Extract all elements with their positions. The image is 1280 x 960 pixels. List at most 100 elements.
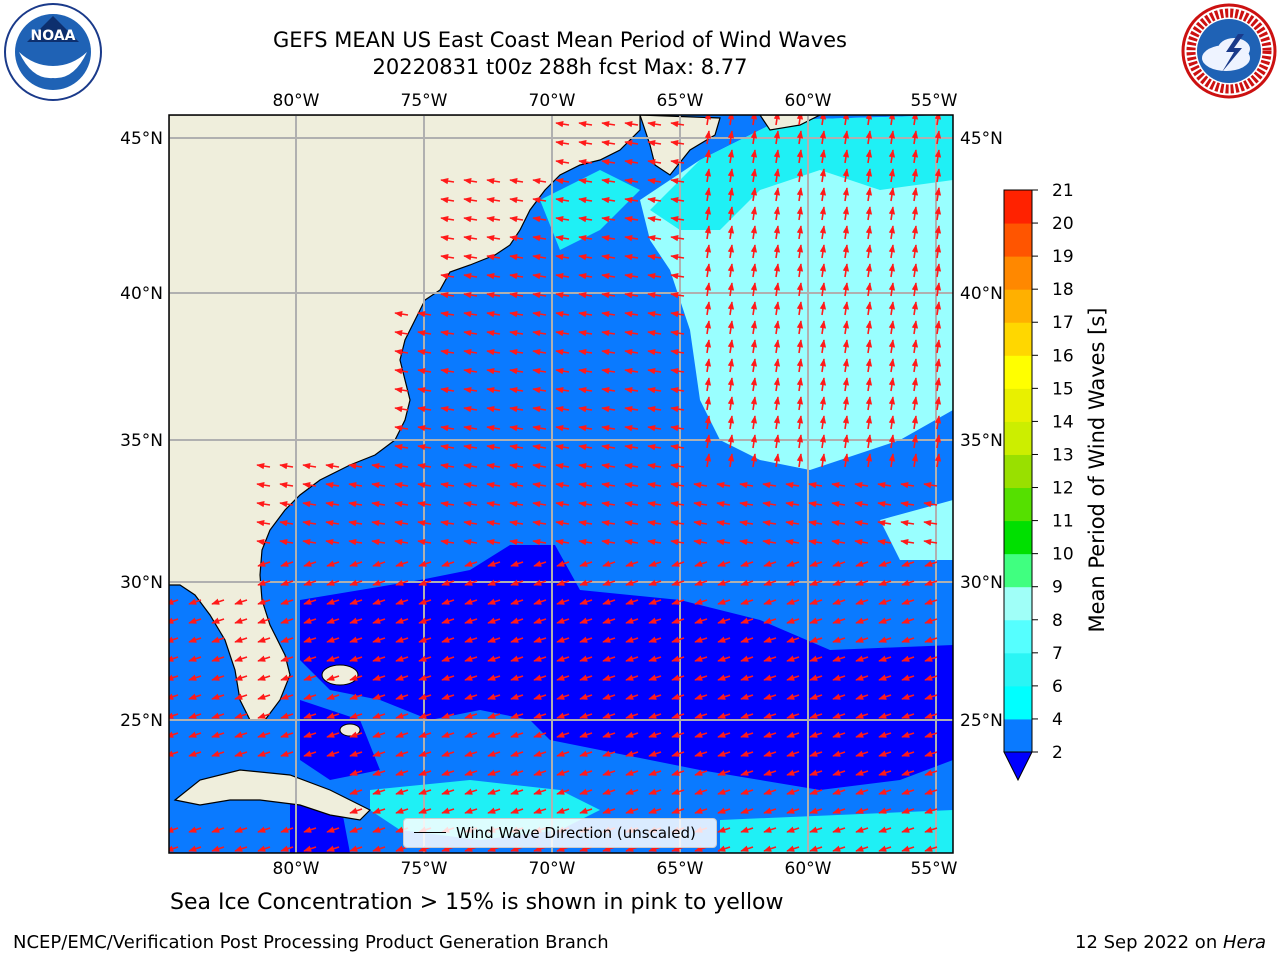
wind-wave-arrow [280, 712, 294, 719]
wind-wave-arrow [440, 424, 455, 432]
wind-wave-arrow [464, 750, 478, 757]
wind-wave-arrow [395, 693, 409, 700]
wind-wave-arrow [647, 329, 662, 337]
wind-wave-arrow [348, 481, 363, 489]
wind-wave-arrow [463, 329, 478, 337]
wind-wave-arrow [372, 845, 386, 852]
wind-wave-arrow [234, 655, 248, 662]
wind-wave-arrow [578, 139, 593, 147]
wind-wave-arrow [763, 712, 777, 719]
wind-wave-arrow [349, 560, 363, 567]
wind-wave-arrow [579, 636, 593, 643]
lon-label-bottom: 75°W [401, 859, 448, 879]
wind-wave-arrow [372, 693, 386, 700]
wind-wave-arrow [694, 731, 708, 738]
wind-wave-arrow [717, 560, 731, 567]
wind-wave-arrow [855, 845, 869, 852]
colorbar-bin [1004, 685, 1032, 720]
wind-wave-arrow [648, 579, 662, 586]
wind-wave-arrow [532, 348, 547, 356]
wind-wave-arrow [486, 519, 501, 527]
wind-wave-arrow [704, 415, 712, 430]
wind-wave-arrow [395, 674, 409, 681]
wind-wave-arrow [487, 617, 501, 624]
wind-wave-arrow [740, 807, 754, 814]
wind-wave-arrow [280, 598, 294, 605]
wind-wave-arrow [831, 538, 846, 546]
wind-wave-arrow [303, 674, 317, 681]
wind-wave-arrow [647, 196, 662, 204]
wind-wave-arrow [280, 560, 294, 567]
wind-wave-arrow [647, 500, 662, 508]
wind-wave-arrow [773, 168, 781, 183]
wind-wave-arrow [842, 282, 850, 297]
wind-wave-arrow [934, 396, 942, 411]
wind-wave-arrow [234, 598, 248, 605]
wind-wave-arrow [169, 712, 179, 719]
wind-wave-arrow [625, 598, 639, 605]
wind-wave-arrow [750, 396, 758, 411]
wind-wave-arrow [878, 617, 892, 624]
wind-wave-arrow [440, 500, 455, 508]
wind-wave-arrow [901, 769, 915, 776]
wind-wave-arrow [555, 291, 570, 299]
wind-wave-arrow [763, 845, 777, 852]
wind-wave-arrow [924, 769, 938, 776]
colorbar-bin [1004, 454, 1032, 489]
wind-wave-arrow [785, 481, 800, 489]
wind-wave-arrow [819, 301, 827, 316]
wind-wave-arrow [819, 187, 827, 202]
wind-wave-arrow [371, 538, 386, 546]
wind-wave-arrow [647, 405, 662, 413]
wind-wave-arrow [694, 636, 708, 643]
wind-wave-arrow [865, 339, 873, 354]
wind-wave-arrow [510, 598, 524, 605]
wind-wave-arrow [326, 731, 340, 738]
wind-wave-arrow [509, 329, 524, 337]
wind-wave-arrow [601, 272, 616, 280]
wind-wave-arrow [888, 206, 896, 221]
wind-wave-arrow [601, 367, 616, 375]
wind-wave-arrow [855, 579, 869, 586]
wind-wave-arrow [326, 560, 340, 567]
wind-wave-arrow [556, 655, 570, 662]
wind-wave-arrow [463, 291, 478, 299]
wind-wave-arrow [349, 845, 363, 852]
wind-wave-arrow [533, 636, 547, 643]
wind-wave-arrow [773, 130, 781, 145]
wind-wave-arrow [694, 807, 708, 814]
wind-wave-arrow [509, 348, 524, 356]
wind-wave-arrow [578, 500, 593, 508]
wind-wave-arrow [842, 115, 850, 126]
wind-wave-arrow [463, 367, 478, 375]
wind-wave-arrow [486, 310, 501, 318]
wind-wave-arrow [704, 115, 712, 126]
wind-wave-arrow [441, 655, 455, 662]
wind-wave-arrow [750, 263, 758, 278]
wind-wave-arrow [786, 636, 800, 643]
wind-wave-arrow [819, 396, 827, 411]
colorbar-bin [1004, 586, 1032, 621]
wind-wave-arrow [865, 115, 873, 126]
wind-wave-arrow [911, 396, 919, 411]
wind-wave-arrow [234, 731, 248, 738]
wind-wave-arrow [911, 320, 919, 335]
wind-wave-arrow [440, 253, 455, 261]
wind-wave-arrow [842, 244, 850, 259]
map-area[interactable] [166, 112, 953, 853]
wind-wave-arrow [819, 434, 827, 449]
wind-wave-arrow [831, 500, 846, 508]
wind-wave-arrow [740, 674, 754, 681]
wind-wave-arrow [924, 655, 938, 662]
wind-wave-arrow [901, 826, 915, 833]
wind-wave-arrow [796, 377, 804, 392]
wind-wave-arrow [934, 130, 942, 145]
wind-wave-arrow [717, 826, 731, 833]
wind-wave-arrow [302, 519, 317, 527]
wind-wave-arrow [900, 481, 915, 489]
wind-wave-arrow [888, 434, 896, 449]
wind-wave-arrow [234, 845, 248, 852]
wind-wave-arrow [486, 481, 501, 489]
wind-wave-arrow [762, 481, 777, 489]
